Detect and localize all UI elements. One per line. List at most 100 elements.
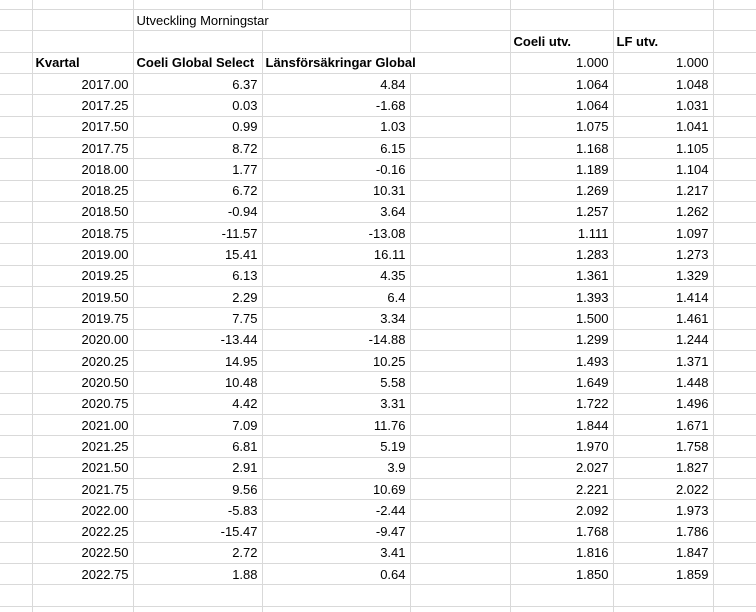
cell-lansforsakringar-global[interactable]: 3.41 — [262, 542, 411, 565]
empty-cell[interactable] — [713, 542, 756, 565]
cell-kvartal[interactable]: 2019.25 — [32, 265, 134, 288]
cell-kvartal[interactable]: 2017.00 — [32, 73, 134, 96]
empty-cell[interactable] — [613, 0, 714, 10]
cell-lansforsakringar-global[interactable]: 5.58 — [262, 371, 411, 394]
empty-cell[interactable] — [0, 393, 33, 415]
cell-coeli-utv[interactable]: 2.092 — [510, 499, 614, 522]
empty-cell[interactable] — [510, 584, 614, 607]
cell-kvartal[interactable]: 2017.50 — [32, 116, 134, 138]
cell-coeli-global-select[interactable]: 6.13 — [133, 265, 263, 288]
cell-coeli-utv[interactable]: 1.722 — [510, 393, 614, 415]
empty-cell[interactable] — [262, 606, 411, 612]
cell-kvartal[interactable]: 2019.75 — [32, 307, 134, 330]
cell-lansforsakringar-global[interactable]: 16.11 — [262, 243, 411, 266]
empty-cell[interactable] — [0, 52, 33, 74]
cell-kvartal[interactable]: 2018.50 — [32, 201, 134, 224]
empty-cell[interactable] — [713, 329, 756, 352]
cell-coeli-utv[interactable]: 1.299 — [510, 329, 614, 352]
empty-cell[interactable] — [713, 606, 756, 612]
empty-cell[interactable] — [410, 265, 511, 288]
cell-coeli-utv[interactable]: 1.283 — [510, 243, 614, 266]
cell-coeli-global-select[interactable]: 0.03 — [133, 94, 263, 117]
empty-cell[interactable] — [0, 243, 33, 266]
cell-lansforsakringar-global[interactable]: 6.15 — [262, 137, 411, 160]
empty-cell[interactable] — [262, 0, 411, 10]
empty-cell[interactable] — [410, 563, 511, 586]
empty-cell[interactable] — [410, 606, 511, 612]
empty-cell[interactable] — [410, 94, 511, 117]
empty-cell[interactable] — [410, 371, 511, 394]
empty-cell[interactable] — [410, 584, 511, 607]
cell-lf-utv[interactable]: 1.217 — [613, 180, 714, 202]
empty-cell[interactable] — [410, 457, 511, 479]
empty-cell[interactable] — [0, 9, 33, 32]
empty-cell[interactable] — [410, 414, 511, 437]
cell-coeli-utv[interactable]: 1.970 — [510, 435, 614, 458]
empty-cell[interactable] — [713, 180, 756, 202]
cell-coeli-global-select[interactable]: -13.44 — [133, 329, 263, 352]
cell-coeli-utv[interactable]: 2.027 — [510, 457, 614, 479]
cell-coeli-utv[interactable]: 1.649 — [510, 371, 614, 394]
header-coeli-utv[interactable]: Coeli utv. — [510, 30, 614, 53]
cell-lansforsakringar-global[interactable]: 6.4 — [262, 286, 411, 309]
cell-coeli-utv[interactable]: 1.500 — [510, 307, 614, 330]
cell-coeli-utv[interactable]: 1.269 — [510, 180, 614, 202]
cell-lansforsakringar-global[interactable]: 4.84 — [262, 73, 411, 96]
empty-cell[interactable] — [0, 542, 33, 565]
cell-kvartal[interactable]: 2021.25 — [32, 435, 134, 458]
cell-coeli-utv[interactable]: 1.168 — [510, 137, 614, 160]
header-coeli-global-select[interactable]: Coeli Global Select — [133, 52, 263, 74]
cell-coeli-utv-start[interactable]: 1.000 — [510, 52, 614, 74]
cell-coeli-utv[interactable]: 1.850 — [510, 563, 614, 586]
cell-kvartal[interactable]: 2017.25 — [32, 94, 134, 117]
cell-kvartal[interactable]: 2018.75 — [32, 222, 134, 245]
header-lf-utv[interactable]: LF utv. — [613, 30, 714, 53]
cell-kvartal[interactable]: 2021.00 — [32, 414, 134, 437]
cell-lansforsakringar-global[interactable]: 3.64 — [262, 201, 411, 224]
empty-cell[interactable] — [713, 0, 756, 10]
empty-cell[interactable] — [510, 0, 614, 10]
cell-coeli-utv[interactable]: 1.768 — [510, 521, 614, 543]
cell-lf-utv[interactable]: 1.244 — [613, 329, 714, 352]
empty-cell[interactable] — [410, 521, 511, 543]
empty-cell[interactable] — [713, 73, 756, 96]
empty-cell[interactable] — [0, 457, 33, 479]
empty-cell[interactable] — [32, 30, 134, 53]
empty-cell[interactable] — [410, 30, 511, 53]
cell-coeli-utv[interactable]: 1.111 — [510, 222, 614, 245]
cell-coeli-global-select[interactable]: 4.42 — [133, 393, 263, 415]
empty-cell[interactable] — [410, 350, 511, 373]
empty-cell[interactable] — [0, 116, 33, 138]
empty-cell[interactable] — [133, 606, 263, 612]
empty-cell[interactable] — [0, 329, 33, 352]
empty-cell[interactable] — [613, 9, 714, 32]
empty-cell[interactable] — [713, 9, 756, 32]
empty-cell[interactable] — [0, 435, 33, 458]
cell-coeli-utv[interactable]: 1.064 — [510, 73, 614, 96]
cell-coeli-global-select[interactable]: -5.83 — [133, 499, 263, 522]
empty-cell[interactable] — [410, 478, 511, 501]
cell-lansforsakringar-global[interactable]: -13.08 — [262, 222, 411, 245]
empty-cell[interactable] — [262, 584, 411, 607]
empty-cell[interactable] — [410, 499, 511, 522]
cell-lansforsakringar-global[interactable]: 1.03 — [262, 116, 411, 138]
cell-coeli-utv[interactable]: 1.257 — [510, 201, 614, 224]
empty-cell[interactable] — [713, 30, 756, 53]
cell-lansforsakringar-global[interactable]: -1.68 — [262, 94, 411, 117]
empty-cell[interactable] — [713, 499, 756, 522]
empty-cell[interactable] — [32, 606, 134, 612]
cell-lf-utv[interactable]: 1.671 — [613, 414, 714, 437]
empty-cell[interactable] — [410, 137, 511, 160]
empty-cell[interactable] — [0, 222, 33, 245]
cell-kvartal[interactable]: 2020.25 — [32, 350, 134, 373]
empty-cell[interactable] — [0, 0, 33, 10]
empty-cell[interactable] — [32, 584, 134, 607]
cell-kvartal[interactable]: 2019.50 — [32, 286, 134, 309]
cell-lf-utv[interactable]: 2.022 — [613, 478, 714, 501]
cell-lf-utv[interactable]: 1.414 — [613, 286, 714, 309]
cell-lf-utv[interactable]: 1.041 — [613, 116, 714, 138]
cell-kvartal[interactable]: 2019.00 — [32, 243, 134, 266]
empty-cell[interactable] — [713, 137, 756, 160]
empty-cell[interactable] — [713, 563, 756, 586]
empty-cell[interactable] — [713, 414, 756, 437]
